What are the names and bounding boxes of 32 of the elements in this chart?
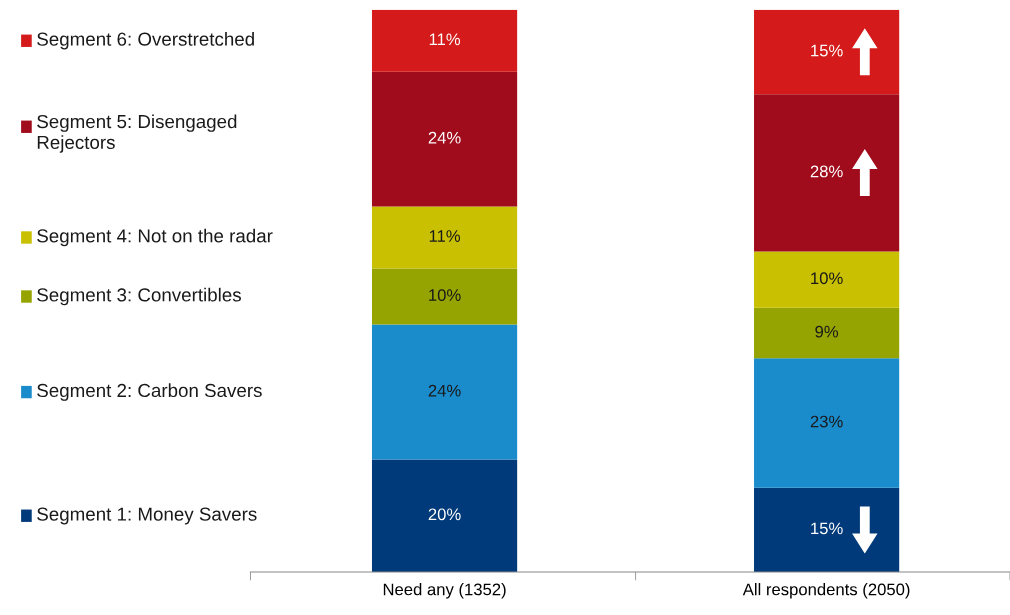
legend-label: Segment 2: Carbon Savers — [37, 383, 262, 401]
bar — [371, 206, 518, 269]
data-label: 24% — [428, 131, 461, 144]
data-label: 20% — [428, 508, 461, 521]
bar — [754, 9, 900, 95]
bar — [371, 71, 518, 207]
data-label: 10% — [811, 272, 843, 285]
data-label: 10% — [429, 289, 461, 301]
bar — [371, 268, 518, 325]
data-label: 23% — [810, 415, 843, 428]
data-label: 28% — [810, 165, 843, 178]
bar — [371, 459, 518, 572]
data-label: 24% — [428, 384, 461, 397]
bar — [754, 358, 900, 488]
legend-label: Segment 5: Disengaged Rejectors — [37, 114, 237, 153]
bar — [754, 94, 900, 252]
data-label: 11% — [429, 230, 461, 242]
bar — [754, 251, 900, 308]
data-label: 15% — [811, 522, 843, 535]
legend-label: Segment 1: Money Savers — [37, 507, 257, 525]
legend-label: Segment 6: Overstretched — [37, 32, 254, 50]
x-tick-label: All respondents (2050) — [742, 583, 910, 599]
data-label: 15% — [811, 44, 843, 57]
x-tick-label: Need any (1352) — [383, 583, 506, 599]
legend-label: Segment 4: Not on the radar — [37, 228, 273, 247]
bar — [371, 324, 518, 460]
data-label: 11% — [429, 33, 461, 46]
bar — [371, 9, 518, 72]
legend-label: Segment 3: Convertibles — [37, 287, 241, 306]
data-label: 9% — [815, 325, 839, 338]
bar — [754, 487, 900, 572]
bar — [754, 307, 900, 359]
